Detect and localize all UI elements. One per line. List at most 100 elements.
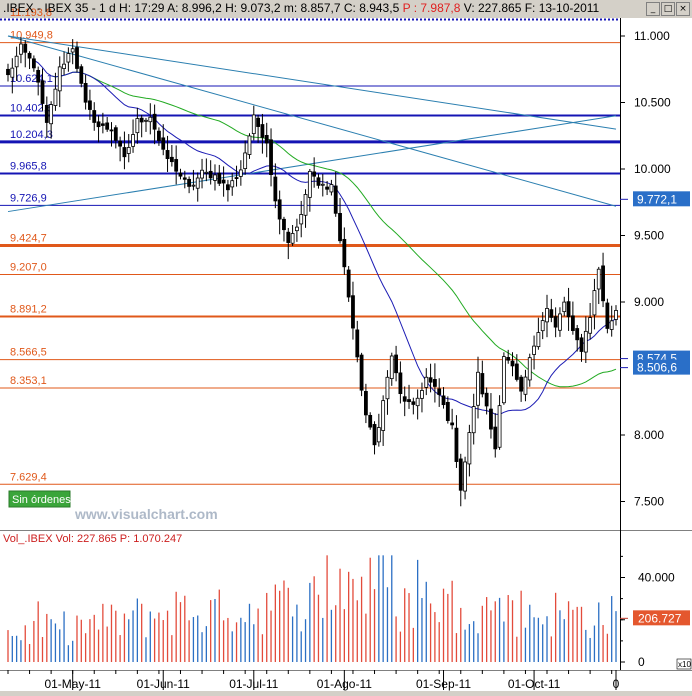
- candle-body: [394, 354, 398, 374]
- x-tick-label: 01-May-11: [44, 677, 101, 691]
- candle-body: [44, 104, 49, 123]
- header-change: P : 7.987,8: [402, 1, 461, 15]
- candle-body: [226, 184, 230, 191]
- candle-body: [157, 130, 161, 141]
- candle-body: [312, 171, 317, 177]
- time-axis: [0, 671, 692, 691]
- level-label: 8.891,2: [10, 303, 47, 315]
- candle-body: [329, 184, 334, 193]
- y-tick-label: 10.000: [634, 162, 671, 176]
- candle-body: [527, 357, 532, 381]
- candle-body: [303, 194, 308, 216]
- candle-body: [66, 53, 71, 63]
- candle-body: [282, 218, 286, 231]
- candle-body: [295, 226, 299, 232]
- volume-y-tick-label: 0: [638, 655, 645, 669]
- candle-body: [501, 356, 506, 404]
- candle-body: [558, 313, 562, 331]
- candle-body: [575, 328, 580, 341]
- value-tag-label: 9.772,1: [637, 192, 677, 206]
- candle-body: [506, 357, 511, 361]
- x-tick-label: 01-Ago-11: [317, 677, 372, 691]
- minimize-button[interactable]: _: [646, 2, 660, 16]
- candle-body: [247, 135, 252, 155]
- candle-body: [411, 401, 416, 405]
- candle-body: [588, 317, 593, 334]
- header-suffix: V: 227.865 F: 13-10-2011: [463, 1, 600, 15]
- moving-average-fast: [33, 59, 617, 415]
- candle-body: [415, 397, 420, 407]
- candle-body: [135, 118, 140, 134]
- candle-body: [420, 390, 424, 399]
- y-tick-label: 7.500: [634, 495, 664, 509]
- candle-body: [407, 399, 411, 403]
- candle-body: [178, 172, 183, 177]
- level-label: 8.353,1: [10, 375, 47, 387]
- candle-body: [489, 408, 493, 430]
- volume-pane: [0, 531, 692, 671]
- header-prefix: .IBEX - IBEX 35 - 1 d H: 17:29 A: 8.996,…: [3, 1, 400, 15]
- candle-body: [445, 401, 450, 421]
- candle-body: [402, 396, 407, 402]
- candle-body: [49, 104, 54, 125]
- candle-body: [376, 427, 381, 443]
- candle-body: [208, 170, 213, 179]
- candle-body: [519, 376, 524, 392]
- candle-body: [596, 268, 601, 290]
- maximize-button[interactable]: □: [661, 2, 675, 16]
- candle-body: [385, 376, 390, 400]
- candle-body: [118, 140, 123, 147]
- candle-body: [27, 52, 32, 59]
- orders-badge-label: Sin órdenes: [12, 494, 71, 506]
- candle-body: [346, 269, 351, 298]
- candle-body: [83, 83, 88, 103]
- candle-body: [286, 231, 291, 243]
- candle-body: [553, 316, 558, 328]
- candle-body: [398, 372, 403, 395]
- candle-body: [566, 301, 571, 318]
- candle-body: [484, 392, 489, 407]
- candle-body: [609, 320, 614, 330]
- candle-body: [269, 139, 273, 175]
- candle-body: [290, 233, 295, 244]
- candle-body: [105, 122, 110, 130]
- volume-value-tag-label: 206.727: [638, 611, 682, 625]
- candle-body: [57, 66, 62, 92]
- moving-average-slow: [50, 71, 617, 388]
- candle-body: [75, 47, 79, 69]
- candle-body: [364, 391, 368, 416]
- candle-body: [514, 363, 519, 380]
- candle-body: [10, 67, 15, 78]
- orders-badge: [8, 490, 71, 508]
- y-tick-label: 9.000: [634, 295, 664, 309]
- trendline: [7, 115, 617, 213]
- candle-body: [549, 309, 554, 318]
- candle-body: [583, 330, 588, 353]
- price-header: .IBEX - IBEX 35 - 1 d H: 17:29 A: 8.996,…: [3, 1, 599, 15]
- candle-body: [372, 424, 377, 446]
- volume-value-tag: [633, 610, 690, 626]
- candle-body: [243, 152, 248, 170]
- candle-body: [437, 388, 442, 395]
- value-tag: [633, 359, 690, 375]
- scale-note: x10: [678, 660, 691, 669]
- close-button[interactable]: ×: [676, 2, 690, 16]
- level-label: 9.207,0: [10, 261, 47, 273]
- candle-body: [471, 406, 476, 434]
- top-level-label: 11.193,8: [10, 7, 52, 19]
- candle-body: [6, 68, 10, 76]
- level-label: 9.726,9: [10, 192, 47, 204]
- candle-body: [601, 265, 605, 302]
- candle-body: [454, 427, 459, 462]
- candle-body: [355, 329, 360, 358]
- candle-body: [53, 88, 58, 106]
- y-tick-label: 8.000: [634, 428, 664, 442]
- candle-body: [307, 170, 312, 198]
- watermark: www.visualchart.com: [74, 506, 218, 522]
- volume-y-tick-label: 40.000: [638, 571, 675, 585]
- candle-body: [463, 461, 467, 492]
- candle-body: [204, 171, 209, 174]
- candle-body: [458, 458, 463, 491]
- scale-note-box: [676, 658, 692, 670]
